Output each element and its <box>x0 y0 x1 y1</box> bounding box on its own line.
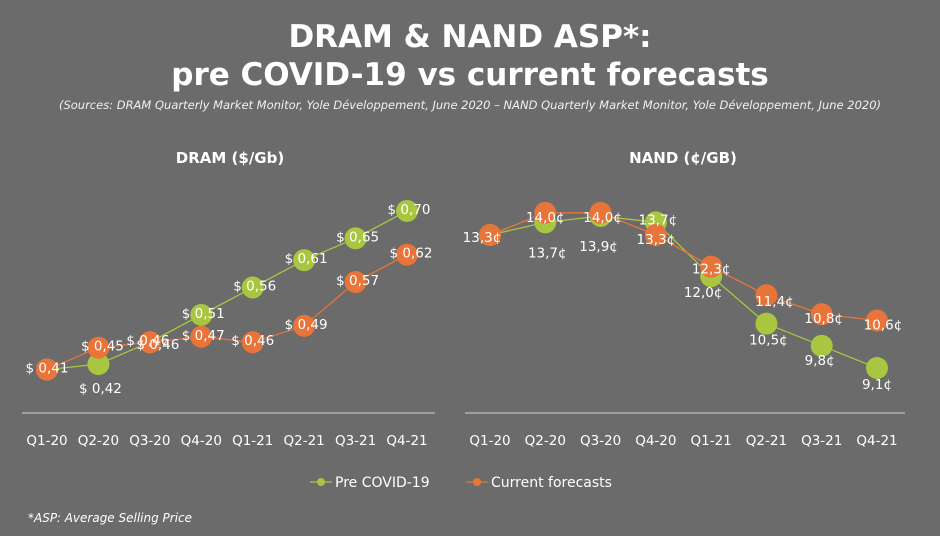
x-tick-label: Q1-20 <box>469 433 510 449</box>
data-label: $ 0,57 <box>336 273 379 289</box>
title-line-1: DRAM & NAND ASP*: <box>288 19 652 55</box>
legend-pre-covid: Pre COVID-19 <box>310 475 430 491</box>
dram-chart: DRAM ($/Gb) Q1-20 Q2-20 Q3-20 Q4-20 Q1-21 Q2-2… <box>22 149 435 449</box>
data-label: $ 0,51 <box>182 306 225 322</box>
legend-marker <box>317 478 325 486</box>
x-tick-label: Q2-21 <box>284 433 325 449</box>
data-label: 14,0¢ <box>526 210 565 226</box>
data-point <box>700 255 723 278</box>
data-label: 13,3¢ <box>637 232 676 248</box>
data-point <box>138 331 161 354</box>
data-label: $ 0,49 <box>285 317 328 333</box>
data-point <box>534 201 557 224</box>
data-label: 13,7¢ <box>639 212 678 228</box>
data-label: 12,0¢ <box>684 285 723 301</box>
legend-label: Pre COVID-19 <box>335 475 430 491</box>
data-point <box>866 357 888 379</box>
data-label: $ 0,45 <box>81 339 124 355</box>
sources-note: (Sources: DRAM Quarterly Market Monitor,… <box>58 98 882 112</box>
data-point <box>396 199 418 222</box>
x-tick-label: Q4-20 <box>181 433 222 449</box>
chart-title: DRAM ($/Gb) <box>176 149 284 167</box>
data-point <box>87 353 110 376</box>
legend-marker <box>473 478 481 486</box>
data-label: 10,5¢ <box>749 333 788 349</box>
x-tick-label: Q3-21 <box>335 433 376 449</box>
data-point <box>36 358 58 381</box>
data-label: $ 0,70 <box>388 202 431 218</box>
footnote: *ASP: Average Selling Price <box>28 511 193 525</box>
data-point <box>241 331 264 354</box>
data-point <box>87 336 110 359</box>
data-point <box>344 271 367 294</box>
data-label: 10,8¢ <box>804 311 843 327</box>
legend: Pre COVID-19 Current forecasts <box>310 475 612 491</box>
data-label: 9,1¢ <box>862 377 892 393</box>
data-point <box>241 276 264 299</box>
nand-chart: NAND (¢/GB) Q1-20 Q2-20 Q3-20 Q4-20 Q1-21 Q2-2… <box>463 149 905 449</box>
x-tick-label: Q1-20 <box>26 433 67 449</box>
data-point <box>644 224 667 246</box>
data-point <box>190 325 213 348</box>
x-tick-label: Q3-20 <box>580 433 621 449</box>
data-label: 13,3¢ <box>463 230 502 246</box>
x-tick-label: Q3-21 <box>801 433 842 449</box>
data-label: $ 0,56 <box>233 279 276 295</box>
data-point <box>589 201 612 224</box>
data-label: $ 0,42 <box>79 381 122 397</box>
x-tick-label: Q1-21 <box>232 433 273 449</box>
x-tick-label: Q4-21 <box>386 433 427 449</box>
data-label: 10,6¢ <box>864 318 903 334</box>
x-tick-label: Q2-21 <box>746 433 787 449</box>
data-point <box>810 334 833 357</box>
data-point <box>755 312 778 335</box>
data-label: 11,4¢ <box>755 294 794 310</box>
data-point <box>755 284 778 307</box>
chart-title: NAND (¢/GB) <box>629 149 737 167</box>
data-point <box>344 227 367 250</box>
data-point <box>190 303 213 326</box>
data-label: 12,3¢ <box>692 262 731 278</box>
data-label: $ 0,46 <box>136 337 179 353</box>
x-tick-label: Q1-21 <box>691 433 732 449</box>
data-point <box>293 249 316 272</box>
data-point <box>810 303 833 326</box>
data-label: $ 0,65 <box>336 229 379 245</box>
title-line-2: pre COVID-19 vs current forecasts <box>171 57 769 93</box>
data-label: $ 0,61 <box>285 251 328 267</box>
x-tick-label: Q2-20 <box>525 433 566 449</box>
data-label: $ 0,47 <box>182 328 225 344</box>
legend-label: Current forecasts <box>491 475 612 491</box>
x-tick-label: Q2-20 <box>78 433 119 449</box>
data-label: 13,7¢ <box>528 245 567 261</box>
data-point <box>396 243 418 266</box>
data-label: $ 0,46 <box>126 333 169 349</box>
data-point <box>293 314 316 337</box>
data-point <box>866 309 888 332</box>
legend-current-forecasts: Current forecasts <box>466 475 612 491</box>
data-point <box>479 224 501 246</box>
data-label: 13,9¢ <box>579 239 618 255</box>
data-label: 9,8¢ <box>805 353 835 369</box>
data-label: $ 0,41 <box>26 361 69 377</box>
data-label: $ 0,46 <box>231 333 274 349</box>
data-label: $ 0,62 <box>390 246 433 262</box>
x-tick-label: Q4-21 <box>856 433 897 449</box>
data-label: 14,0¢ <box>583 210 622 226</box>
x-tick-label: Q3-20 <box>129 433 170 449</box>
x-tick-label: Q4-20 <box>635 433 676 449</box>
